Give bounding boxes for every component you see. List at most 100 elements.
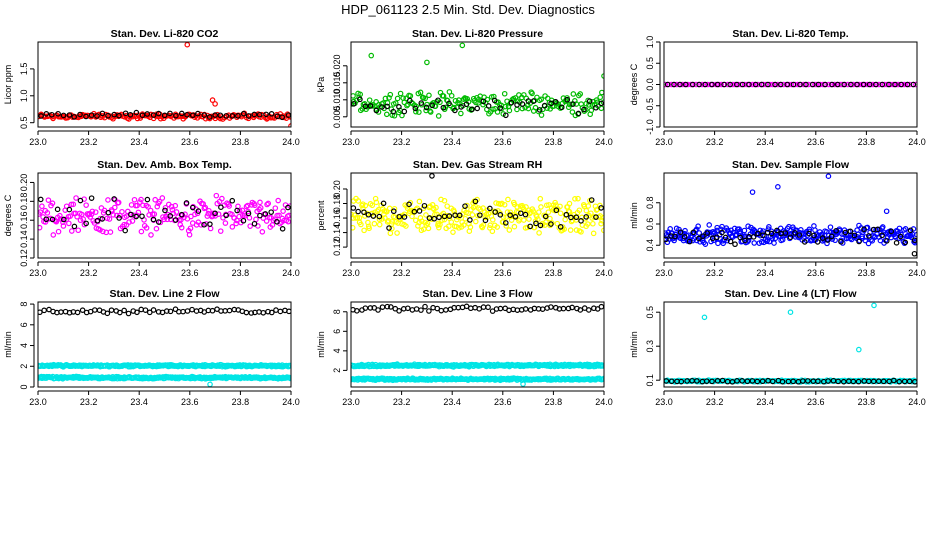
- data-point-all: [140, 202, 146, 209]
- chart-panel-co2: Stan. Dev. Li-820 CO2 23.0 23.2 23.4 23.6 23.…: [3, 28, 300, 147]
- data-point-subset: [722, 234, 729, 241]
- data-point-subset: [598, 100, 604, 107]
- data-point-all: [138, 228, 145, 235]
- data-point-all: [906, 81, 913, 88]
- data-point-subset: [769, 378, 776, 385]
- data-point-subset: [167, 213, 174, 219]
- data-point-subset: [497, 105, 504, 111]
- data-point-all: [143, 225, 150, 231]
- data-point-subset: [805, 378, 811, 384]
- data-point-subset: [384, 103, 390, 110]
- data-point-all: [902, 226, 909, 232]
- data-point-subset: [891, 377, 897, 384]
- y-tick-label: 0.5: [645, 306, 655, 319]
- data-point-all: [425, 225, 432, 232]
- data-point-all: [389, 225, 395, 232]
- data-point-subset: [835, 378, 841, 385]
- data-point-subset: [83, 220, 89, 227]
- data-point-subset: [737, 234, 744, 241]
- data-point-all: [134, 115, 141, 122]
- data-point-all: [234, 217, 240, 224]
- data-point-subset: [351, 205, 357, 211]
- data-point-all: [501, 201, 508, 208]
- data-point-subset: [848, 81, 854, 88]
- data-point-subset: [429, 102, 436, 109]
- data-point-subset: [167, 110, 173, 117]
- data-point-subset: [184, 111, 190, 118]
- data-point-subset: [83, 113, 89, 120]
- data-point-subset: [285, 204, 291, 211]
- data-point-upper: [404, 305, 411, 312]
- y-tick-label: 0.8: [645, 196, 655, 209]
- data-point-subset: [879, 232, 885, 239]
- x-tick-label: 23.0: [29, 397, 47, 407]
- data-point-subset: [822, 81, 828, 88]
- data-point-subset: [491, 97, 498, 104]
- data-point-subset: [223, 113, 230, 119]
- data-point-all: [537, 195, 544, 202]
- data-point-all: [206, 207, 212, 214]
- y-tick-label: 0.20: [19, 174, 29, 192]
- chart-title: Stan. Dev. Li-820 Pressure: [412, 28, 543, 40]
- y-tick-label: 0.20: [332, 180, 342, 198]
- data-point-subset: [507, 212, 513, 218]
- data-point-all: [115, 199, 122, 206]
- data-point-subset: [537, 222, 544, 229]
- data-point-all: [486, 225, 493, 231]
- data-point-all: [908, 234, 915, 241]
- data-point-all: [673, 81, 680, 88]
- y-tick-label: 1.0: [645, 36, 655, 49]
- data-point-subset: [99, 110, 106, 117]
- data-point-upper: [522, 306, 529, 312]
- data-point-all: [68, 201, 75, 208]
- x-tick-label: 23.4: [130, 137, 148, 147]
- data-point-subset: [897, 233, 904, 240]
- data-point-subset: [746, 81, 752, 88]
- x-tick-label: 23.4: [130, 397, 148, 407]
- data-point-subset: [593, 104, 599, 111]
- data-point-subset: [811, 232, 817, 239]
- data-point-subset: [834, 81, 841, 88]
- data-point-subset: [440, 104, 447, 111]
- data-point-outlier: [209, 97, 216, 103]
- data-point-all: [600, 214, 604, 221]
- data-point-all: [599, 217, 604, 224]
- data-point-all: [44, 210, 51, 216]
- data-point-all: [416, 198, 423, 205]
- data-point-subset: [517, 210, 524, 217]
- data-point-upper: [426, 308, 432, 314]
- data-point-all: [682, 227, 688, 234]
- data-point-all: [437, 221, 443, 228]
- data-point-subset: [759, 378, 766, 385]
- data-point-subset: [257, 212, 263, 219]
- data-point-subset: [435, 97, 441, 104]
- x-tick-label: 23.6: [181, 397, 199, 407]
- data-point-subset: [376, 213, 383, 220]
- data-point-subset: [787, 234, 794, 241]
- data-point-all: [901, 81, 908, 88]
- data-point-subset: [704, 230, 711, 236]
- data-point-subset: [497, 212, 504, 218]
- data-point-subset: [43, 216, 50, 223]
- data-point-all: [693, 81, 699, 88]
- data-point-subset: [819, 235, 826, 241]
- data-point-subset: [49, 216, 56, 223]
- data-point-upper: [485, 304, 491, 311]
- data-point-all: [179, 113, 186, 120]
- data-point-subset: [370, 213, 377, 219]
- data-point-all: [446, 223, 452, 230]
- data-point-all: [107, 229, 114, 235]
- data-point-all: [575, 195, 581, 202]
- data-point-all: [679, 81, 686, 88]
- data-point-upper: [189, 306, 195, 313]
- data-point-outlier: [825, 173, 832, 179]
- y-tick-label: 0.16: [19, 211, 29, 229]
- data-point-subset: [155, 219, 162, 225]
- data-point-subset: [866, 233, 872, 239]
- data-point-all: [494, 224, 501, 230]
- data-point-all: [554, 220, 561, 227]
- data-point-all: [119, 208, 125, 215]
- data-point-upper: [585, 307, 592, 313]
- data-point-all: [376, 221, 383, 228]
